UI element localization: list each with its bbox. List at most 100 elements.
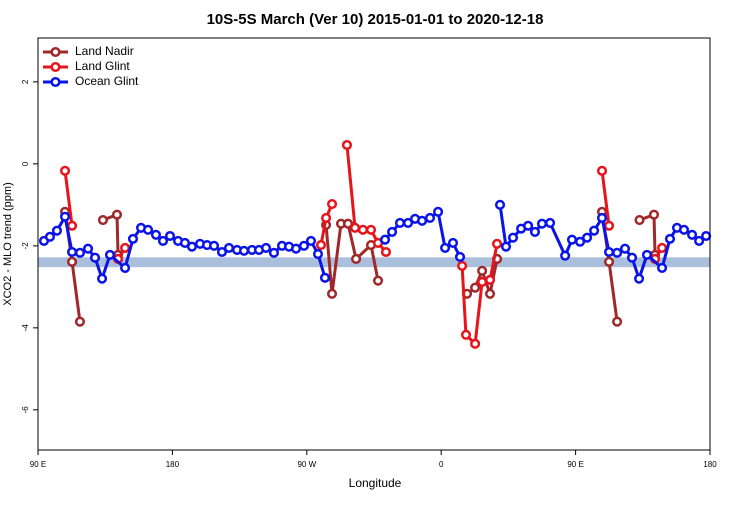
point bbox=[657, 242, 668, 253]
y-tick-label: -4 bbox=[21, 324, 30, 332]
point bbox=[89, 252, 101, 263]
plot-frame bbox=[37, 37, 711, 451]
point bbox=[612, 247, 623, 258]
point bbox=[529, 226, 541, 237]
legend-marker bbox=[50, 61, 61, 73]
point bbox=[457, 260, 468, 271]
point bbox=[648, 209, 660, 220]
legend-label: Land Nadir bbox=[75, 44, 134, 58]
point bbox=[319, 272, 331, 283]
point bbox=[157, 235, 169, 246]
point bbox=[454, 251, 466, 262]
y-tick-label: 2 bbox=[21, 79, 30, 84]
point bbox=[127, 233, 139, 244]
point bbox=[612, 316, 623, 327]
point bbox=[312, 248, 324, 260]
point bbox=[209, 240, 220, 251]
x-tick-label: 90 E bbox=[30, 460, 46, 469]
point bbox=[596, 212, 608, 224]
x-tick-label: 90 W bbox=[297, 460, 316, 469]
point bbox=[500, 241, 512, 252]
point bbox=[342, 218, 354, 229]
point bbox=[545, 217, 556, 228]
point bbox=[111, 209, 123, 220]
point bbox=[694, 235, 705, 246]
point bbox=[349, 222, 361, 233]
point bbox=[387, 226, 398, 237]
point bbox=[351, 253, 362, 265]
point bbox=[424, 212, 436, 224]
point bbox=[604, 246, 615, 258]
point bbox=[536, 218, 548, 229]
point bbox=[604, 220, 615, 231]
point bbox=[372, 275, 384, 286]
point bbox=[341, 139, 353, 151]
point bbox=[365, 224, 377, 235]
y-axis-label: XCO2 - MLO trend (ppm) bbox=[2, 182, 14, 305]
point bbox=[402, 217, 414, 228]
point bbox=[321, 212, 332, 224]
point bbox=[97, 214, 109, 226]
point bbox=[59, 211, 71, 222]
point bbox=[484, 288, 496, 299]
point bbox=[657, 262, 668, 274]
point bbox=[239, 245, 250, 256]
point bbox=[66, 220, 78, 231]
point bbox=[380, 246, 391, 258]
point bbox=[298, 240, 310, 251]
x-tick-label: 0 bbox=[439, 460, 444, 469]
point bbox=[560, 250, 571, 261]
legend-label: Land Glint bbox=[75, 59, 130, 73]
series-line bbox=[600, 170, 611, 226]
point bbox=[143, 224, 154, 235]
point bbox=[447, 237, 459, 249]
point bbox=[477, 276, 488, 287]
point bbox=[394, 217, 406, 228]
point bbox=[290, 243, 302, 254]
point bbox=[470, 338, 481, 349]
point bbox=[460, 329, 472, 340]
x-axis-label: Longitude bbox=[349, 476, 402, 490]
point bbox=[59, 165, 71, 176]
point bbox=[380, 234, 391, 245]
point bbox=[260, 242, 272, 253]
point bbox=[604, 256, 615, 267]
point bbox=[186, 241, 198, 252]
chart-title: 10S-5S March (Ver 10) 2015-01-01 to 2020… bbox=[207, 11, 544, 28]
point bbox=[305, 235, 317, 246]
point bbox=[44, 231, 55, 242]
y-tick-label: -6 bbox=[21, 406, 30, 414]
point bbox=[120, 262, 131, 274]
point bbox=[74, 316, 86, 327]
point bbox=[634, 273, 645, 284]
point bbox=[97, 273, 108, 284]
point bbox=[326, 288, 338, 299]
point bbox=[641, 249, 653, 260]
series-line bbox=[460, 243, 499, 348]
point bbox=[315, 239, 327, 251]
point bbox=[433, 206, 444, 217]
point bbox=[470, 282, 481, 293]
point bbox=[357, 224, 368, 235]
point bbox=[51, 225, 63, 236]
x-tick-label: 180 bbox=[166, 460, 180, 469]
x-tick-label: 90 E bbox=[567, 460, 583, 469]
point bbox=[326, 198, 338, 210]
point bbox=[494, 199, 506, 210]
point bbox=[120, 242, 131, 253]
point bbox=[477, 265, 488, 276]
legend-marker bbox=[50, 46, 61, 58]
point bbox=[66, 256, 78, 267]
point bbox=[82, 243, 94, 254]
point bbox=[507, 232, 519, 243]
point bbox=[596, 165, 608, 176]
point bbox=[634, 214, 645, 226]
point bbox=[150, 229, 162, 240]
series-line bbox=[63, 170, 74, 226]
x-tick-label: 180 bbox=[703, 460, 717, 469]
point bbox=[589, 225, 600, 236]
point bbox=[216, 246, 228, 258]
point bbox=[66, 246, 78, 258]
